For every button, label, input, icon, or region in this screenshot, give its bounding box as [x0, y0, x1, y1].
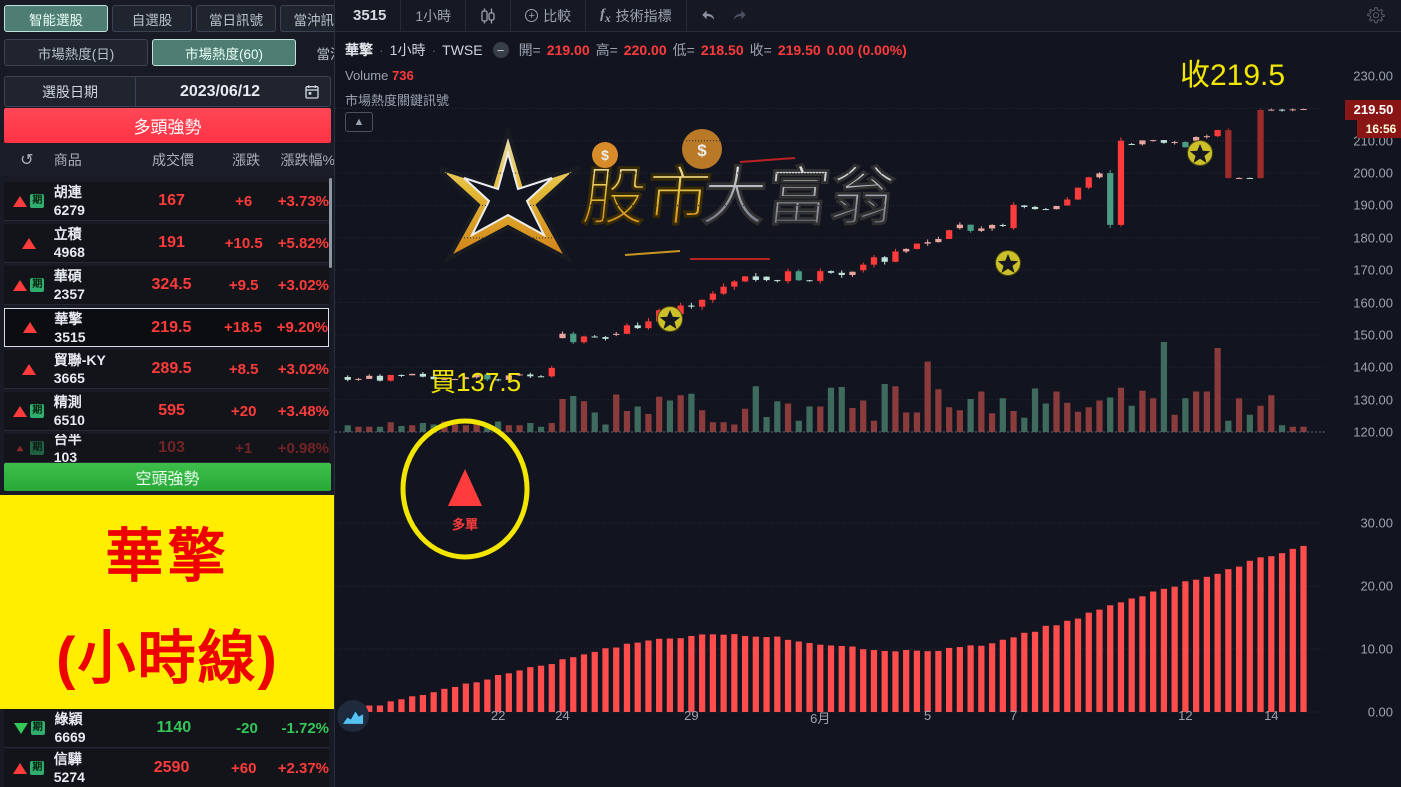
- svg-text:多單: 多單: [452, 517, 478, 532]
